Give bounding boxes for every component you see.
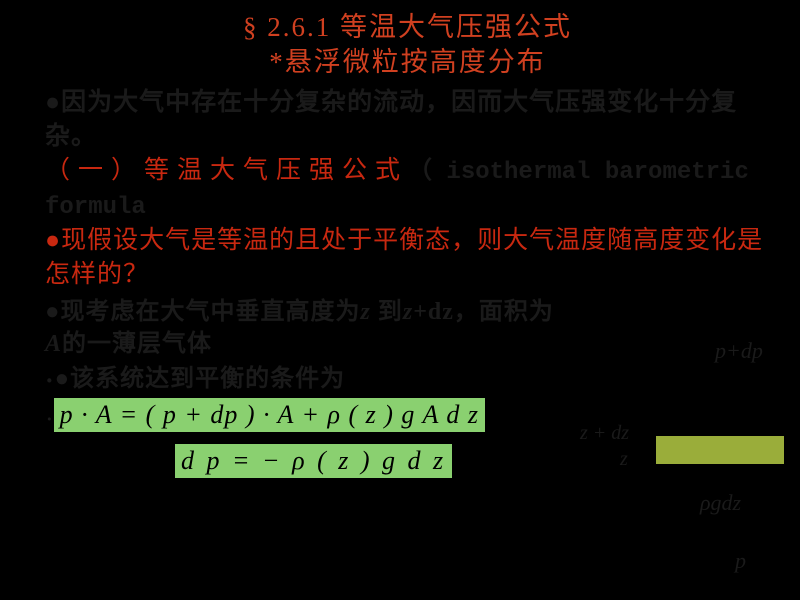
arrow-up-icon [745,468,746,526]
label-z: z [620,448,628,471]
equation-1: p · A = ( p + dp ) · A + ρ ( z ) g A d z [54,398,485,432]
p4-text-c: ，面积为 [454,299,554,325]
var-zdz-prefix: z+ [403,299,428,325]
label-z-dz: z + dz [580,422,629,445]
slide-container: § 2.6.1 等温大气压强公式 *悬浮微粒按高度分布 ●因为大气中存在十分复杂… [0,0,800,600]
p4-text-d: 的一薄层气体 [62,331,212,357]
section-subtitle: *悬浮微粒按高度分布 [45,45,770,80]
label-rho-gdz: ρgdz [700,490,741,516]
arrow-down-icon [745,375,746,433]
label-p-plus-dp: p+dp [715,338,763,364]
var-dz: dz [428,299,454,325]
p4-text-a: ●现考虑在大气中垂直高度为 [45,299,361,325]
paragraph-5: ·●该系统达到平衡的条件为 [45,363,565,398]
paragraph-4: ●现考虑在大气中垂直高度为z 到z+dz，面积为 A的一薄层气体 [45,296,565,361]
equilibrium-text: ●该系统达到平衡的条件为 [55,366,346,392]
p4-text-b: 到 [378,299,403,325]
paragraph-3: ●现假设大气是等温的且处于平衡态，则大气温度随高度变化是怎样的？ [45,224,770,292]
paragraph-1: ●因为大气中存在十分复杂的流动，因而大气压强变化十分复杂。 [45,86,770,154]
var-a: A [45,331,62,357]
subsection-heading: （一）等温大气压强公式 [45,157,408,184]
pressure-diagram: p+dp z + dz z ρgdz p [560,330,785,590]
var-z: z [361,299,371,325]
title-block: § 2.6.1 等温大气压强公式 *悬浮微粒按高度分布 [45,10,770,80]
section-title: § 2.6.1 等温大气压强公式 [45,10,770,45]
question-text: ●现假设大气是等温的且处于平衡态，则大气温度随高度变化是怎样的？ [45,227,763,288]
equation-2: d p = − ρ ( z ) g d z [175,444,452,478]
paragraph-2: （一）等温大气压强公式（ isothermal barometric formu… [45,154,770,225]
gas-slab [655,435,785,465]
label-p: p [735,548,746,574]
